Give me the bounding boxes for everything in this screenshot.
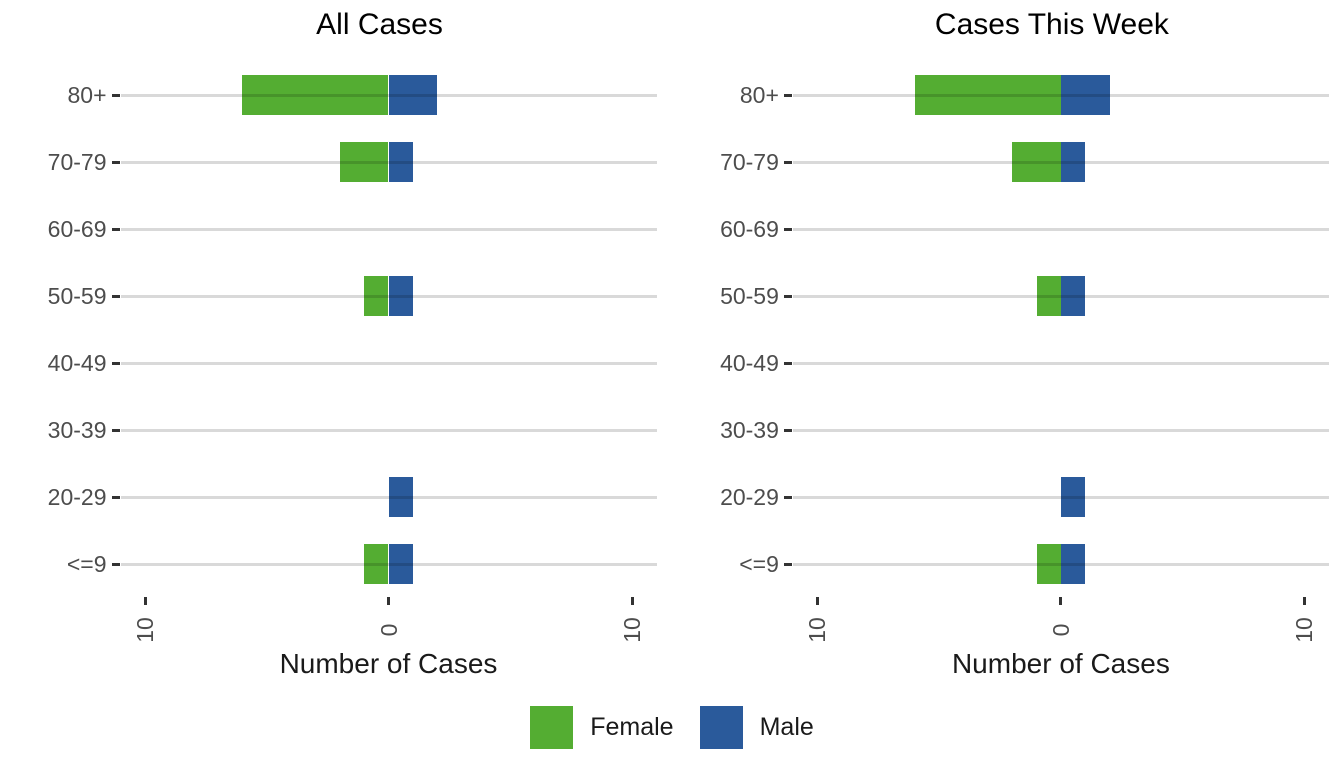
x-axis-title-cases-this-week: Number of Cases bbox=[951, 648, 1170, 679]
y-axis-label-<=9: <=9 bbox=[66, 551, 107, 577]
y-axis-tick-60-69 bbox=[111, 227, 120, 231]
y-axis-tick-50-59 bbox=[783, 294, 792, 298]
y-axis-label-40-49: 40-49 bbox=[720, 350, 779, 376]
y-axis-label-50-59: 50-59 bbox=[47, 283, 107, 309]
legend-swatch-male bbox=[699, 706, 743, 749]
y-axis-label-70-79: 70-79 bbox=[47, 149, 107, 175]
y-axis-label-60-69: 60-69 bbox=[720, 216, 779, 242]
gridline-30-39 bbox=[792, 428, 1329, 432]
panel-title-all-cases: All Cases bbox=[316, 8, 443, 41]
x-axis-tick-label-10: 10 bbox=[619, 617, 645, 643]
y-axis-tick-20-29 bbox=[783, 495, 792, 499]
x-axis-tick--10 bbox=[815, 597, 819, 605]
y-axis-label-20-29: 20-29 bbox=[47, 484, 107, 510]
gridline-20-29 bbox=[120, 495, 657, 499]
x-axis-tick-label-10: 10 bbox=[1291, 617, 1318, 643]
y-axis-tick-30-39 bbox=[783, 428, 792, 432]
y-axis-tick-80+ bbox=[111, 93, 120, 97]
gridline-30-39 bbox=[120, 428, 657, 432]
bar-segment-female-80+ bbox=[914, 75, 1061, 115]
gridline-80+ bbox=[120, 93, 657, 97]
legend-label-female: Female bbox=[590, 713, 674, 741]
gridline-80+ bbox=[792, 93, 1329, 97]
y-axis-tick-50-59 bbox=[111, 294, 120, 298]
y-axis-label-50-59: 50-59 bbox=[720, 283, 779, 309]
y-axis-tick-20-29 bbox=[111, 495, 120, 499]
bar-segment-male-80+ bbox=[388, 75, 438, 115]
legend: Female Male bbox=[0, 706, 1344, 749]
y-axis-label-80+: 80+ bbox=[739, 82, 779, 108]
bar-segment-female-<=9 bbox=[364, 544, 389, 584]
x-axis-tick-label--10: 10 bbox=[804, 617, 831, 643]
bar-segment-female-50-59 bbox=[1036, 276, 1061, 316]
y-axis-label-30-39: 30-39 bbox=[720, 417, 779, 443]
y-axis-label-60-69: 60-69 bbox=[47, 216, 107, 242]
x-axis-tick-0 bbox=[1059, 597, 1063, 605]
bar-segment-male-<=9 bbox=[1060, 544, 1086, 584]
gridline-<=9 bbox=[120, 562, 657, 566]
y-axis-tick-80+ bbox=[783, 93, 792, 97]
y-axis-label-80+: 80+ bbox=[67, 82, 107, 108]
gridline-70-79 bbox=[792, 160, 1329, 164]
y-axis-tick-70-79 bbox=[111, 160, 120, 164]
gridline-60-69 bbox=[120, 227, 657, 231]
bar-segment-male-<=9 bbox=[388, 544, 413, 584]
legend-item-female: Female bbox=[530, 706, 674, 749]
gridline-40-49 bbox=[792, 361, 1329, 365]
x-axis-tick-0 bbox=[387, 597, 390, 605]
legend-label-male: Male bbox=[759, 713, 814, 741]
gridline-50-59 bbox=[792, 294, 1329, 298]
bar-segment-female-50-59 bbox=[364, 276, 389, 316]
x-axis-tick-label--10: 10 bbox=[132, 617, 158, 643]
x-axis-title-all-cases: Number of Cases bbox=[279, 648, 498, 679]
y-axis-tick-40-49 bbox=[111, 361, 120, 365]
gridline-<=9 bbox=[792, 562, 1329, 566]
bar-segment-male-80+ bbox=[1060, 75, 1110, 115]
bar-segment-female-70-79 bbox=[1012, 142, 1061, 182]
x-axis-tick-10 bbox=[630, 597, 634, 605]
bar-segment-female-<=9 bbox=[1036, 544, 1061, 584]
bar-segment-male-20-29 bbox=[388, 477, 413, 517]
y-axis-tick-<=9 bbox=[783, 562, 792, 566]
bar-segment-male-70-79 bbox=[1060, 142, 1086, 182]
gridline-60-69 bbox=[792, 227, 1329, 231]
y-axis-tick-70-79 bbox=[783, 160, 792, 164]
y-axis-label-20-29: 20-29 bbox=[720, 484, 779, 510]
legend-swatch-female bbox=[530, 706, 574, 749]
panel-title-cases-this-week: Cases This Week bbox=[934, 8, 1169, 41]
y-axis-label-30-39: 30-39 bbox=[47, 417, 107, 443]
legend-item-male: Male bbox=[699, 706, 814, 749]
y-axis-tick-<=9 bbox=[111, 562, 120, 566]
y-axis-label-70-79: 70-79 bbox=[720, 149, 779, 175]
bar-segment-male-50-59 bbox=[388, 276, 413, 316]
x-axis-tick-10 bbox=[1302, 597, 1306, 605]
bar-segment-female-80+ bbox=[242, 75, 389, 115]
y-axis-label-40-49: 40-49 bbox=[47, 350, 107, 376]
y-axis-tick-40-49 bbox=[783, 361, 792, 365]
bar-segment-female-70-79 bbox=[339, 142, 389, 182]
bar-segment-male-70-79 bbox=[388, 142, 413, 182]
bar-segment-male-20-29 bbox=[1060, 477, 1086, 517]
y-axis-tick-60-69 bbox=[783, 227, 792, 231]
y-axis-label-<=9: <=9 bbox=[739, 551, 779, 577]
bar-segment-male-50-59 bbox=[1060, 276, 1086, 316]
gridline-70-79 bbox=[120, 160, 657, 164]
gridline-40-49 bbox=[120, 361, 657, 365]
gridline-20-29 bbox=[792, 495, 1329, 499]
x-axis-tick--10 bbox=[143, 597, 147, 605]
gridline-50-59 bbox=[120, 294, 657, 298]
y-axis-tick-30-39 bbox=[111, 428, 120, 432]
